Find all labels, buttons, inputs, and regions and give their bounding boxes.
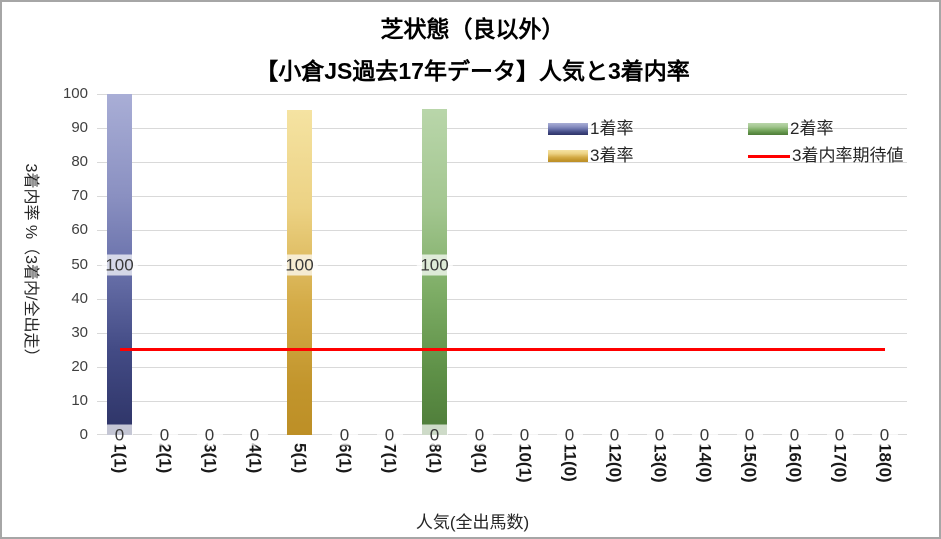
gridline xyxy=(97,333,907,334)
zero-value-label: 0 xyxy=(331,424,358,446)
x-axis-tick-label: 8(1) xyxy=(425,443,445,474)
zero-value-label: 0 xyxy=(421,424,448,446)
zero-value-label: 0 xyxy=(826,424,853,446)
bar-value-label: 100 xyxy=(416,254,453,275)
x-axis-tick-label: 14(0) xyxy=(695,443,715,483)
zero-value-label: 0 xyxy=(646,424,673,446)
zero-value-label: 0 xyxy=(556,424,583,446)
zero-value-label: 0 xyxy=(511,424,538,446)
x-axis-tick-label: 7(1) xyxy=(380,443,400,474)
x-axis-title: 人気(全出馬数) xyxy=(415,513,530,532)
x-axis-tick-label: 9(1) xyxy=(470,443,490,474)
plot-area: 100 100 100 0 0 0 0 0 0 0 0 0 0 0 0 0 0 0 0 0 xyxy=(97,94,907,446)
zero-value-label: 0 xyxy=(241,424,268,446)
legend-label-second-place-rate: 2着率 xyxy=(790,119,834,138)
zero-value-label: 0 xyxy=(106,424,133,446)
zero-value-label: 0 xyxy=(871,424,898,446)
legend-item-expected-top3-rate[interactable]: 3着内率期待値 xyxy=(748,147,903,165)
y-axis-tick-label: 30 xyxy=(71,323,88,341)
x-axis-tick-label: 17(0) xyxy=(830,443,850,483)
legend-swatch-first-place-rate[interactable] xyxy=(548,123,588,135)
zero-value-label: 0 xyxy=(691,424,718,446)
gridline xyxy=(97,434,907,435)
zero-value-label: 0 xyxy=(736,424,763,446)
bar-value-label: 100 xyxy=(281,254,318,275)
gridline xyxy=(97,196,907,197)
gridline xyxy=(97,162,907,163)
y-axis-tick-label: 70 xyxy=(71,187,88,205)
y-axis-tick-label: 100 xyxy=(62,85,88,102)
zero-value-label: 0 xyxy=(376,424,403,446)
x-axis-tick-label: 16(0) xyxy=(785,443,805,483)
gridline xyxy=(97,265,907,266)
x-axis-tick-label: 1(1) xyxy=(110,443,130,474)
y-axis-tick-label: 80 xyxy=(71,153,88,171)
x-axis-tick-label: 13(0) xyxy=(650,443,670,483)
legend-item-third-place-rate[interactable]: 3着率 xyxy=(548,147,633,165)
x-axis-tick-label: 3(1) xyxy=(200,443,220,474)
zero-value-label: 0 xyxy=(151,424,178,446)
legend-swatch-second-place-rate[interactable] xyxy=(748,123,788,135)
y-axis-tick-label: 20 xyxy=(71,357,88,375)
x-axis-tick-label: 2(1) xyxy=(155,443,175,474)
x-axis-tick-label: 6(1) xyxy=(335,443,355,474)
y-axis-tick-label: 40 xyxy=(71,289,88,307)
gridline xyxy=(97,128,907,129)
zero-value-label: 0 xyxy=(601,424,628,446)
x-axis-tick-label: 10(1) xyxy=(515,443,535,483)
x-axis-tick-label: 11(0) xyxy=(560,443,580,482)
legend-swatch-expected-top3-rate[interactable] xyxy=(748,154,790,158)
legend-swatch-third-place-rate[interactable] xyxy=(548,150,588,162)
zero-value-label: 0 xyxy=(196,424,223,446)
expected-value-line[interactable] xyxy=(119,348,885,352)
legend-label-first-place-rate: 1着率 xyxy=(590,119,634,138)
zero-value-label: 0 xyxy=(466,424,493,446)
y-axis-tick-label: 60 xyxy=(71,221,88,239)
legend-item-second-place-rate[interactable]: 2着率 xyxy=(748,120,833,138)
chart-subtitle: 【小倉JS過去17年データ】人気と3着内率 xyxy=(255,58,690,84)
legend-label-expected-top3-rate: 3着内率期待値 xyxy=(792,146,904,165)
x-axis-tick-label: 18(0) xyxy=(875,443,895,483)
gridline xyxy=(97,94,907,95)
x-axis-tick-label: 12(0) xyxy=(605,443,625,483)
x-axis-tick-label: 4(1) xyxy=(245,443,265,474)
legend-label-third-place-rate: 3着率 xyxy=(590,146,634,165)
gridline xyxy=(97,401,907,402)
chart-title: 芝状態（良以外） xyxy=(380,16,565,42)
x-axis-tick-label: 15(0) xyxy=(740,443,760,483)
legend-item-first-place-rate[interactable]: 1着率 xyxy=(548,120,633,138)
gridline xyxy=(97,230,907,231)
y-axis-tick-label: 10 xyxy=(71,391,88,409)
y-axis-tick-label: 90 xyxy=(71,119,88,137)
zero-value-label: 0 xyxy=(781,424,808,446)
gridline xyxy=(97,367,907,368)
y-axis-tick-label: 0 xyxy=(79,426,88,443)
gridline xyxy=(97,299,907,300)
y-axis-tick-label: 50 xyxy=(71,255,88,273)
bar-value-label: 100 xyxy=(101,254,138,275)
x-axis-tick-label: 5(1) xyxy=(290,443,310,474)
